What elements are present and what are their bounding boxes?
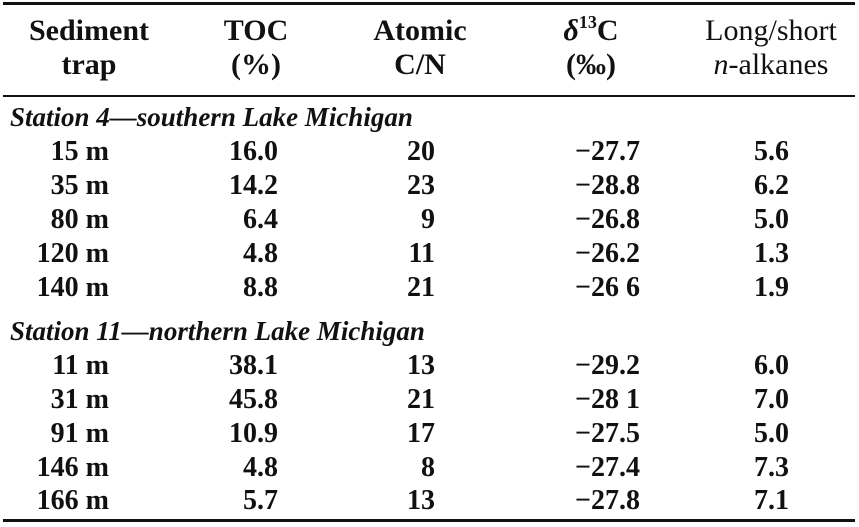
table-row: 166 m 5.7 13 −27.8 7.1 — [0, 486, 859, 516]
cell-trap: 31 m — [50, 384, 109, 415]
header-line: Long/short — [705, 14, 837, 47]
header-sediment-trap: Sediment trap — [29, 14, 149, 82]
cell-trap: 15 m — [50, 136, 109, 167]
cell-toc: 5.7 — [243, 485, 278, 516]
table-row: 31 m 45.8 21 −28 1 7.0 — [0, 385, 859, 415]
header-line: trap — [61, 48, 117, 81]
header-long-short-alkanes: Long/short n-alkanes — [705, 14, 837, 82]
table-row: 15 m 16.0 20 −27.7 5.6 — [0, 137, 859, 167]
cell-alkanes: 5.0 — [754, 204, 789, 235]
cell-toc: 6.4 — [243, 204, 278, 235]
cell-toc: 14.2 — [229, 170, 278, 201]
cell-toc: 4.8 — [243, 452, 278, 483]
cell-d13c: −26.2 — [575, 238, 640, 269]
header-line: δ13C — [563, 12, 619, 48]
cell-alkanes: 5.0 — [754, 418, 789, 449]
alkanes-suffix: -alkanes — [728, 48, 829, 81]
cell-alkanes: 7.0 — [754, 384, 789, 415]
cell-toc: 45.8 — [229, 384, 278, 415]
cell-d13c: −27.4 — [575, 452, 640, 483]
cell-alkanes: 6.0 — [754, 350, 789, 381]
cell-cn: 17 — [407, 418, 435, 449]
cell-d13c: −27.5 — [575, 418, 640, 449]
cell-d13c: −26.8 — [575, 204, 640, 235]
cell-alkanes: 7.3 — [754, 452, 789, 483]
table-row: 120 m 4.8 11 −26.2 1.3 — [0, 239, 859, 269]
cell-trap: 35 m — [50, 170, 109, 201]
header-line: C/N — [394, 48, 446, 81]
cell-cn: 8 — [421, 452, 435, 483]
table-row: 140 m 8.8 21 −26 6 1.9 — [0, 273, 859, 303]
cell-alkanes: 1.9 — [754, 272, 789, 303]
section-title-station-4: Station 4—southern Lake Michigan — [10, 102, 413, 132]
header-line: (‰) — [566, 48, 616, 81]
table-bottom-rule — [3, 519, 855, 522]
cell-cn: 21 — [407, 272, 435, 303]
cell-cn: 20 — [407, 136, 435, 167]
cell-trap: 146 m — [36, 452, 109, 483]
cell-toc: 16.0 — [229, 136, 278, 167]
table-row: 91 m 10.9 17 −27.5 5.0 — [0, 419, 859, 449]
isotope-superscript: 13 — [578, 12, 597, 32]
cell-trap: 140 m — [36, 272, 109, 303]
cell-d13c: −26 6 — [575, 272, 640, 303]
cell-d13c: −29.2 — [575, 350, 640, 381]
cell-alkanes: 5.6 — [754, 136, 789, 167]
header-rule — [3, 95, 855, 97]
cell-alkanes: 1.3 — [754, 238, 789, 269]
cell-trap: 11 m — [52, 350, 109, 381]
cell-cn: 11 — [408, 238, 435, 269]
cell-toc: 10.9 — [229, 418, 278, 449]
cell-d13c: −27.8 — [575, 485, 640, 516]
header-line: (%) — [231, 48, 281, 81]
header-line: n-alkanes — [705, 48, 837, 82]
cell-trap: 166 m — [36, 485, 109, 516]
table-row: 146 m 4.8 8 −27.4 7.3 — [0, 453, 859, 483]
cell-toc: 8.8 — [243, 272, 278, 303]
table-row: 35 m 14.2 23 −28.8 6.2 — [0, 171, 859, 201]
header-atomic-cn: Atomic C/N — [373, 14, 466, 82]
table-row: 80 m 6.4 9 −26.8 5.0 — [0, 205, 859, 235]
cell-toc: 38.1 — [229, 350, 278, 381]
cell-toc: 4.8 — [243, 238, 278, 269]
header-line: Atomic — [373, 14, 467, 47]
cell-trap: 80 m — [50, 204, 109, 235]
cell-cn: 23 — [407, 170, 435, 201]
header-line: Sediment — [29, 14, 149, 47]
section-title-station-11: Station 11—northern Lake Michigan — [10, 316, 425, 346]
header-line: TOC — [223, 14, 289, 47]
delta-symbol: δ — [563, 14, 579, 47]
table-top-rule — [3, 2, 855, 5]
cell-d13c: −27.7 — [575, 136, 640, 167]
header-toc: TOC (%) — [224, 14, 288, 82]
cell-cn: 21 — [407, 384, 435, 415]
cell-cn: 13 — [407, 350, 435, 381]
header-delta13c: δ13C (‰) — [563, 12, 619, 82]
cell-alkanes: 6.2 — [754, 170, 789, 201]
cell-trap: 120 m — [36, 238, 109, 269]
cell-trap: 91 m — [50, 418, 109, 449]
cell-d13c: −28.8 — [575, 170, 640, 201]
element-symbol: C — [596, 14, 619, 47]
table-row: 11 m 38.1 13 −29.2 6.0 — [0, 351, 859, 381]
cell-alkanes: 7.1 — [754, 485, 789, 516]
cell-d13c: −28 1 — [575, 384, 640, 415]
cell-cn: 9 — [421, 204, 435, 235]
cell-cn: 13 — [407, 485, 435, 516]
n-italic: n — [713, 48, 729, 81]
